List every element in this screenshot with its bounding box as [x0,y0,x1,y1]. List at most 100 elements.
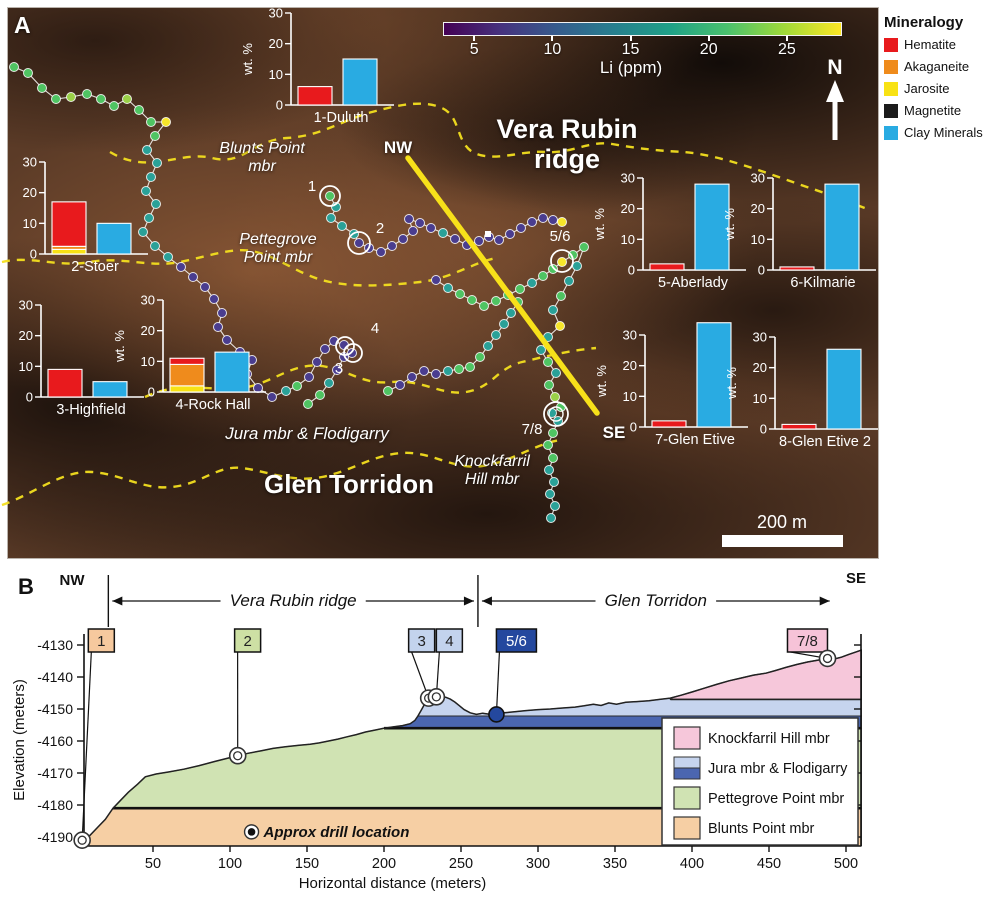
inset-tick-label: 20 [269,36,283,51]
colorbar-tick-label: 5 [469,41,479,58]
inset-tick-label: 0 [30,247,37,262]
span-arrow-right-1 [819,596,830,606]
bar-clay-minerals [694,183,730,271]
mineral-legend-item: Clay Minerals [884,125,998,140]
region-label-glen-torridon: Glen Torridon [264,469,434,499]
legend-swatch-bottom [673,767,701,780]
flag-box-2 [233,628,262,653]
legend-label-2: Pettegrove Point mbr [708,791,844,807]
mineral-legend-item: Akaganeite [884,59,998,74]
bar-clay-minerals [96,222,132,255]
region-label-line: mbr [248,157,276,175]
mineral-swatch-clay-minerals [884,125,898,140]
drill-point-5/6 [488,706,505,723]
inset-tick-label: 10 [751,232,765,247]
inset-chart-2-Stoer: 0 10 20 30 wt. % 2-Stoer [0,155,148,275]
inset-tick-label: 20 [23,185,37,200]
inset-chart-title: 1-Duluth [314,110,369,126]
x-tick-label: 150 [295,856,319,872]
x-tick-label: 100 [218,856,242,872]
bar-clay-minerals [696,322,732,428]
bar-hematite [169,357,205,365]
mineral-swatch-jarosite [884,81,898,96]
region-label-knockfarril-hill: Knockfarril Hill mbr [454,453,530,489]
legend-swatch [673,726,701,750]
colorbar-tick [785,36,788,41]
span-arrow-left-1 [481,596,492,606]
inset-tick-label: 20 [19,328,33,343]
x-tick-label: 350 [603,856,627,872]
mineral-swatch-hematite [884,37,898,52]
flag-label-4: 4 [445,633,453,650]
y-tick-label: -4140 [37,669,73,685]
bar-hematite [51,201,87,247]
inset-y-label: wt. % [0,192,9,225]
bar-clay-minerals [824,183,860,271]
region-label-blunts-point: Blunts Point mbr [219,140,304,176]
mineral-name: Clay Minerals [904,125,983,140]
mineral-name: Hematite [904,37,957,52]
colorbar-tick [473,36,476,41]
inset-tick-label: 20 [621,201,635,216]
mineral-swatch-magnetite [884,103,898,118]
inset-tick-label: 30 [141,293,155,308]
region-label-line: Hill mbr [464,470,520,488]
flag-box-7/8 [786,628,829,653]
bar-clay-minerals [826,348,862,430]
inset-chart-8-Glen Etive 2: 0 10 20 30 wt. % 8-Glen Etive 2 [724,330,878,450]
colorbar-tick-label: 10 [543,41,562,58]
inset-tick-label: 0 [276,98,283,113]
inset-y-label: wt. % [592,208,607,241]
colorbar-tick-label: 15 [621,41,640,58]
bar-akaganeite [169,363,205,387]
y-tick-label: -4180 [37,797,73,813]
inset-chart-4-Rock Hall: 0 10 20 30 wt. % 4-Rock Hall [112,293,266,413]
flag-pole-5/6 [495,651,501,715]
profile-nw-label: NW [59,572,85,589]
panel-a-label: A [14,12,31,38]
inset-y-label: wt. % [112,330,127,363]
inset-chart-1-Duluth: 0 10 20 30 wt. % 1-Duluth [240,6,394,126]
inset-chart-title: 3-Highfield [56,402,125,418]
x-tick-label: 300 [526,856,550,872]
li-colorbar [443,22,842,36]
legend-label-3: Blunts Point mbr [708,821,815,837]
drill-point-inner-4 [431,692,442,702]
inset-chart-3-Highfield: 0 10 20 30 wt. % 3-Highfield [0,298,144,418]
drill-point-inner-2 [233,751,243,761]
inset-chart-title: 4-Rock Hall [176,397,251,413]
region-label-line: Glen Torridon [264,469,434,499]
colorbar-tick [551,36,554,41]
inset-tick-label: 30 [623,328,637,343]
panel-b-label: B [18,574,34,599]
inset-tick-label: 0 [760,422,767,437]
region-label-line: Blunts Point [219,140,305,157]
inset-tick-label: 10 [753,391,767,406]
bar-hematite [47,368,83,398]
inset-tick-label: 0 [758,263,765,278]
inset-chart-5-Aberlady: 0 10 20 30 wt. % 5-Aberlady [592,171,746,291]
mineral-swatch-akaganeite [884,59,898,74]
inset-chart-7-Glen Etive: 0 10 20 30 wt. % 7-Glen Etive [594,322,748,448]
y-tick-label: -4130 [37,637,73,653]
inset-y-label: wt. % [240,43,255,76]
mineral-legend-item: Jarosite [884,81,998,96]
section-line-se-label: SE [602,423,626,442]
bar-clay-minerals [214,351,250,393]
mineralogy-legend-items: Hematite Akaganeite Jarosite Magnetite Clay … [884,37,998,140]
bar-clay-minerals [92,381,128,398]
mineralogy-legend: Mineralogy Hematite Akaganeite Jarosite Mag… [884,14,998,147]
inset-chart-title: 5-Aberlady [658,275,729,291]
x-tick-label: 250 [449,856,473,872]
section-line-nw-label: NW [383,138,413,157]
bar-hematite [779,266,815,271]
bar-hematite [651,420,687,428]
approx-drill-note: Approx drill location [263,824,410,841]
region-label-line: Vera Rubin [496,114,638,144]
legend-swatch [673,786,701,810]
inset-tick-label: 0 [630,420,637,435]
span-label-1: Glen Torridon [605,591,707,610]
inset-chart-title: 7-Glen Etive [655,432,735,448]
region-label-pettegrove-point: Pettegrove Point mbr [239,231,316,267]
